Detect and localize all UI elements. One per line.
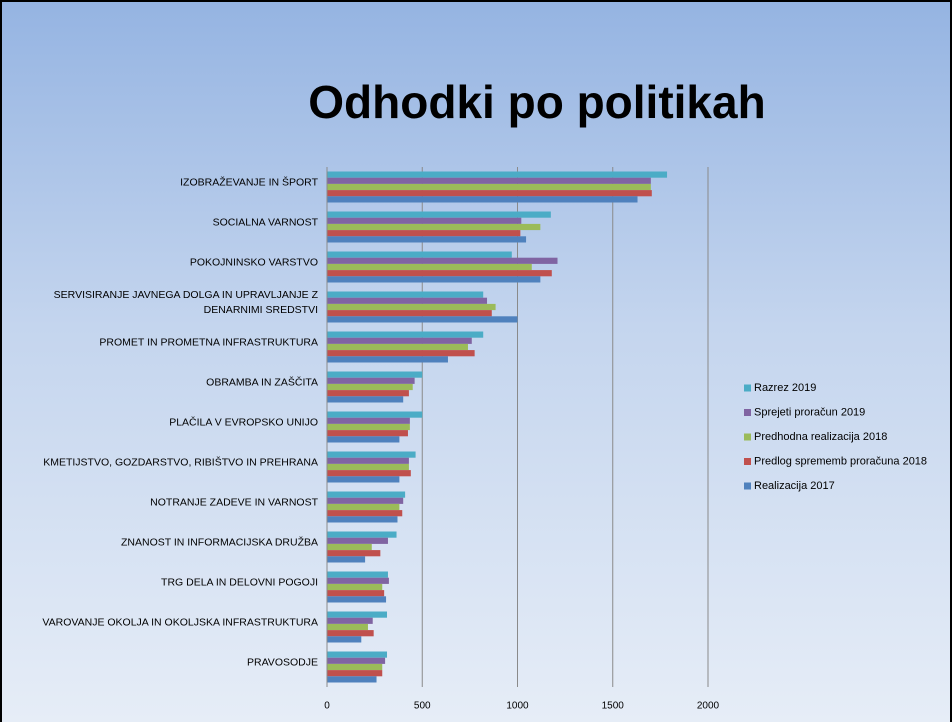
bar — [327, 531, 397, 538]
y-tick-label: TRG DELA IN DELOVNI POGOJI — [161, 576, 318, 589]
bar — [327, 436, 400, 443]
y-tick-label: POKOJNINSKO VARSTVO — [189, 256, 318, 269]
bar — [327, 676, 377, 683]
bar — [327, 577, 389, 584]
bar — [327, 350, 475, 357]
y-tick-label: KMETIJSTVO, GOZDARSTVO, RIBIŠTVO IN PREH… — [43, 456, 318, 469]
bar — [327, 497, 404, 504]
bar — [327, 663, 383, 671]
y-tick-label: IZOBRAŽEVANJE IN ŠPORT — [180, 176, 318, 189]
bar — [327, 617, 373, 624]
legend-label: Predhodna realizacija 2018 — [754, 431, 887, 443]
legend-swatch — [744, 458, 751, 465]
bar — [327, 451, 416, 458]
x-tick-label: 500 — [414, 701, 431, 712]
y-tick-label: SERVISIRANJE JAVNEGA DOLGA IN UPRAVLJANJ… — [53, 289, 318, 316]
bar — [327, 223, 541, 231]
bar — [327, 303, 496, 311]
bar — [327, 651, 388, 658]
bar — [327, 236, 527, 243]
bar — [327, 383, 413, 391]
legend-label: Sprejeti proračun 2019 — [754, 406, 865, 418]
legend-swatch — [744, 482, 751, 490]
bar — [327, 571, 388, 578]
bar — [327, 670, 383, 677]
bar — [327, 276, 541, 283]
bar — [327, 516, 398, 523]
y-tick-label: NOTRANJE ZADEVE IN VARNOST — [150, 496, 318, 509]
bar — [327, 343, 468, 351]
bar — [327, 183, 651, 191]
bar — [327, 291, 484, 298]
y-tick-label: SOCIALNA VARNOST — [212, 216, 318, 229]
legend-label: Realizacija 2017 — [754, 480, 835, 492]
bar — [327, 377, 415, 384]
bar — [327, 537, 388, 544]
bar — [327, 417, 410, 424]
bar — [327, 630, 374, 637]
bar — [327, 390, 409, 397]
bar — [327, 623, 368, 631]
x-tick-label: 2000 — [697, 701, 720, 712]
bar — [327, 196, 638, 203]
bar — [327, 211, 551, 218]
bar — [327, 430, 408, 437]
bar — [327, 356, 448, 363]
bar — [327, 657, 386, 664]
bar — [327, 177, 651, 184]
bar — [327, 270, 552, 277]
y-tick-label: PRAVOSODJE — [247, 656, 318, 669]
bar — [327, 510, 403, 517]
bar — [327, 590, 385, 597]
chart-title: Odhodki po politikah — [308, 76, 765, 128]
legend-swatch — [744, 409, 751, 416]
bar — [327, 596, 387, 603]
bar — [327, 423, 410, 431]
bar — [327, 636, 362, 643]
bar — [327, 470, 411, 477]
legend-swatch — [744, 433, 751, 441]
bar — [327, 463, 409, 471]
bar — [327, 251, 512, 258]
y-tick-label: ZNANOST IN INFORMACIJSKA DRUŽBA — [121, 536, 318, 549]
bar — [327, 556, 366, 563]
bar — [327, 491, 406, 498]
bar — [327, 297, 488, 304]
bar — [327, 503, 400, 511]
legend-label: Predlog sprememb proračuna 2018 — [754, 455, 927, 467]
bar — [327, 257, 558, 264]
bar — [327, 263, 532, 271]
bar — [327, 550, 381, 557]
x-tick-label: 0 — [324, 701, 330, 712]
bar — [327, 543, 372, 551]
y-tick-label: PROMET IN PROMETNA INFRASTRUKTURA — [99, 336, 318, 349]
bar — [327, 476, 400, 483]
bar — [327, 337, 472, 344]
bar — [327, 371, 423, 378]
bar — [327, 316, 518, 323]
x-tick-label: 1500 — [602, 701, 625, 712]
y-tick-label: OBRAMBA IN ZAŠČITA — [206, 376, 318, 389]
bar — [327, 217, 522, 224]
bar — [327, 171, 668, 178]
bar — [327, 396, 404, 403]
x-tick-label: 1000 — [506, 701, 529, 712]
y-tick-label: PLAČILA V EVROPSKO UNIJO — [169, 416, 318, 429]
bar — [327, 230, 521, 237]
legend-swatch — [744, 384, 751, 392]
bar — [327, 611, 388, 618]
bar — [327, 457, 409, 464]
bar — [327, 310, 492, 317]
bar — [327, 331, 484, 338]
legend-label: Razrez 2019 — [754, 382, 816, 394]
y-tick-label: VAROVANJE OKOLJA IN OKOLJSKA INFRASTRUKT… — [42, 616, 318, 629]
bar — [327, 583, 383, 591]
bar — [327, 190, 652, 197]
bar — [327, 411, 423, 418]
